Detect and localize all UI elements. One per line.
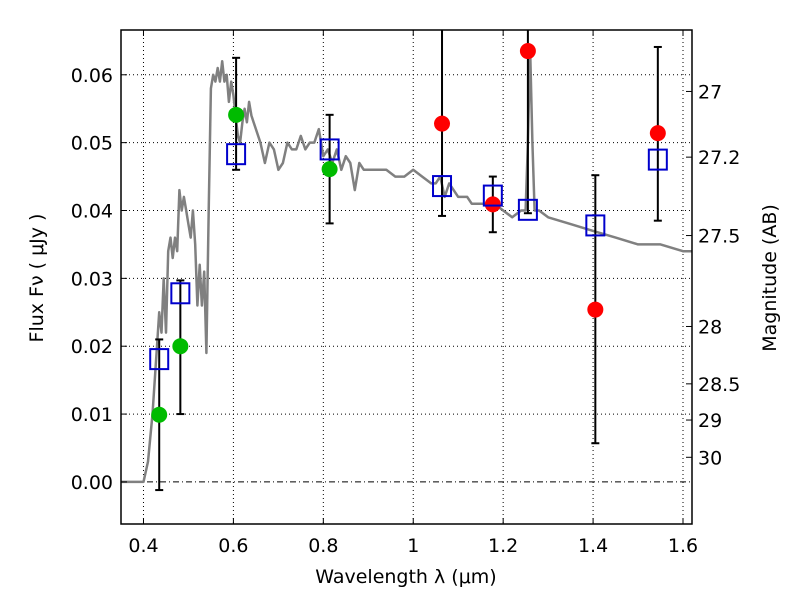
infrared-data-point	[519, 43, 536, 60]
y-tick-label: 0.04	[71, 201, 113, 223]
infrared-data-point	[484, 196, 501, 213]
right-tick-label: 27.5	[698, 226, 740, 248]
x-tick-label: 0.8	[308, 535, 338, 557]
y-tick-label: 0.02	[71, 336, 113, 358]
y-tick-label: 0.00	[71, 472, 113, 494]
x-tick-label: 1.6	[668, 535, 698, 557]
model-photometry-square	[170, 282, 191, 305]
right-tick-label: 27	[698, 81, 722, 103]
optical-data-point	[321, 161, 338, 178]
ticks-layer: 0.4 0.6 0.8 1 1.2 1.4 1.6 0.00 0.01 0.02 0.03 0.04 0…	[71, 30, 740, 557]
right-tick-label: 27.2	[698, 147, 740, 169]
model-photometry-square	[482, 184, 503, 207]
model-photometry-square	[226, 143, 247, 166]
infrared-data-point	[434, 115, 451, 132]
markers-layer	[149, 43, 668, 423]
model-sed-layer	[121, 46, 692, 484]
plot-frame	[120, 29, 693, 525]
right-tick-label: 28.5	[698, 374, 740, 396]
errorbars-layer	[155, 30, 662, 492]
x-tick-label: 1.4	[578, 535, 608, 557]
x-tick-label: 1.2	[488, 535, 518, 557]
y-tick-label: 0.01	[71, 404, 113, 426]
right-tick-label: 30	[698, 447, 722, 469]
y-axis-label: Flux Fν ( μJy )	[26, 214, 48, 343]
infrared-data-point	[587, 301, 604, 318]
y-tick-label: 0.05	[71, 133, 113, 155]
right-tick-label: 28	[698, 316, 722, 338]
x-axis-label: Wavelength λ (μm)	[315, 566, 496, 588]
optical-data-point	[151, 406, 168, 423]
x-tick-label: 1	[407, 535, 419, 557]
right-axis-label: Magnitude (AB)	[759, 204, 781, 352]
infrared-data-point	[649, 125, 666, 142]
right-tick-label: 29	[698, 410, 722, 432]
y-tick-label: 0.03	[71, 268, 113, 290]
x-tick-label: 0.6	[218, 535, 248, 557]
model-photometry-square	[149, 348, 170, 371]
model-photometry-square	[517, 198, 538, 221]
model-photometry-square	[647, 148, 668, 171]
optical-data-point	[228, 106, 245, 123]
y-tick-label: 0.06	[71, 65, 113, 87]
model-photometry-square	[432, 175, 453, 198]
x-tick-label: 0.4	[128, 535, 158, 557]
model-sed-line	[121, 46, 692, 484]
model-photometry-square	[585, 214, 606, 237]
optical-data-point	[172, 338, 189, 355]
model-photometry-square	[319, 138, 340, 161]
axes-frame	[120, 29, 693, 525]
